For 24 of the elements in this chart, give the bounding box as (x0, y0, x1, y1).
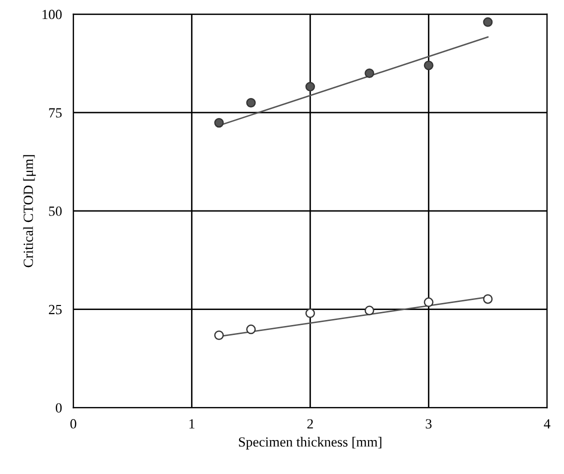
y-tick-label: 100 (42, 10, 62, 20)
point (424, 297, 434, 307)
x-tick-label: 2 (307, 419, 313, 428)
point (305, 308, 315, 318)
point (246, 98, 256, 108)
y-tick-label: 25 (48, 304, 62, 314)
y-axis-title: Critical CTOD [μm] (23, 155, 36, 268)
x-tick-label: 4 (544, 419, 550, 428)
point (246, 324, 256, 334)
y-tick-label: 75 (49, 108, 62, 118)
point (483, 294, 493, 304)
point (214, 330, 224, 340)
point (214, 118, 224, 128)
y-tick-label: 0 (56, 403, 62, 413)
point (364, 68, 374, 78)
x-axis-title: Specimen thickness [mm] (239, 436, 382, 450)
point (424, 60, 434, 70)
point (364, 306, 374, 316)
x-tick-label: 1 (190, 419, 194, 428)
y-tick-label: 50 (49, 206, 62, 216)
point (305, 82, 315, 92)
point (483, 17, 493, 27)
x-tick-label: 0 (70, 419, 76, 429)
x-tick-label: 3 (426, 419, 432, 429)
